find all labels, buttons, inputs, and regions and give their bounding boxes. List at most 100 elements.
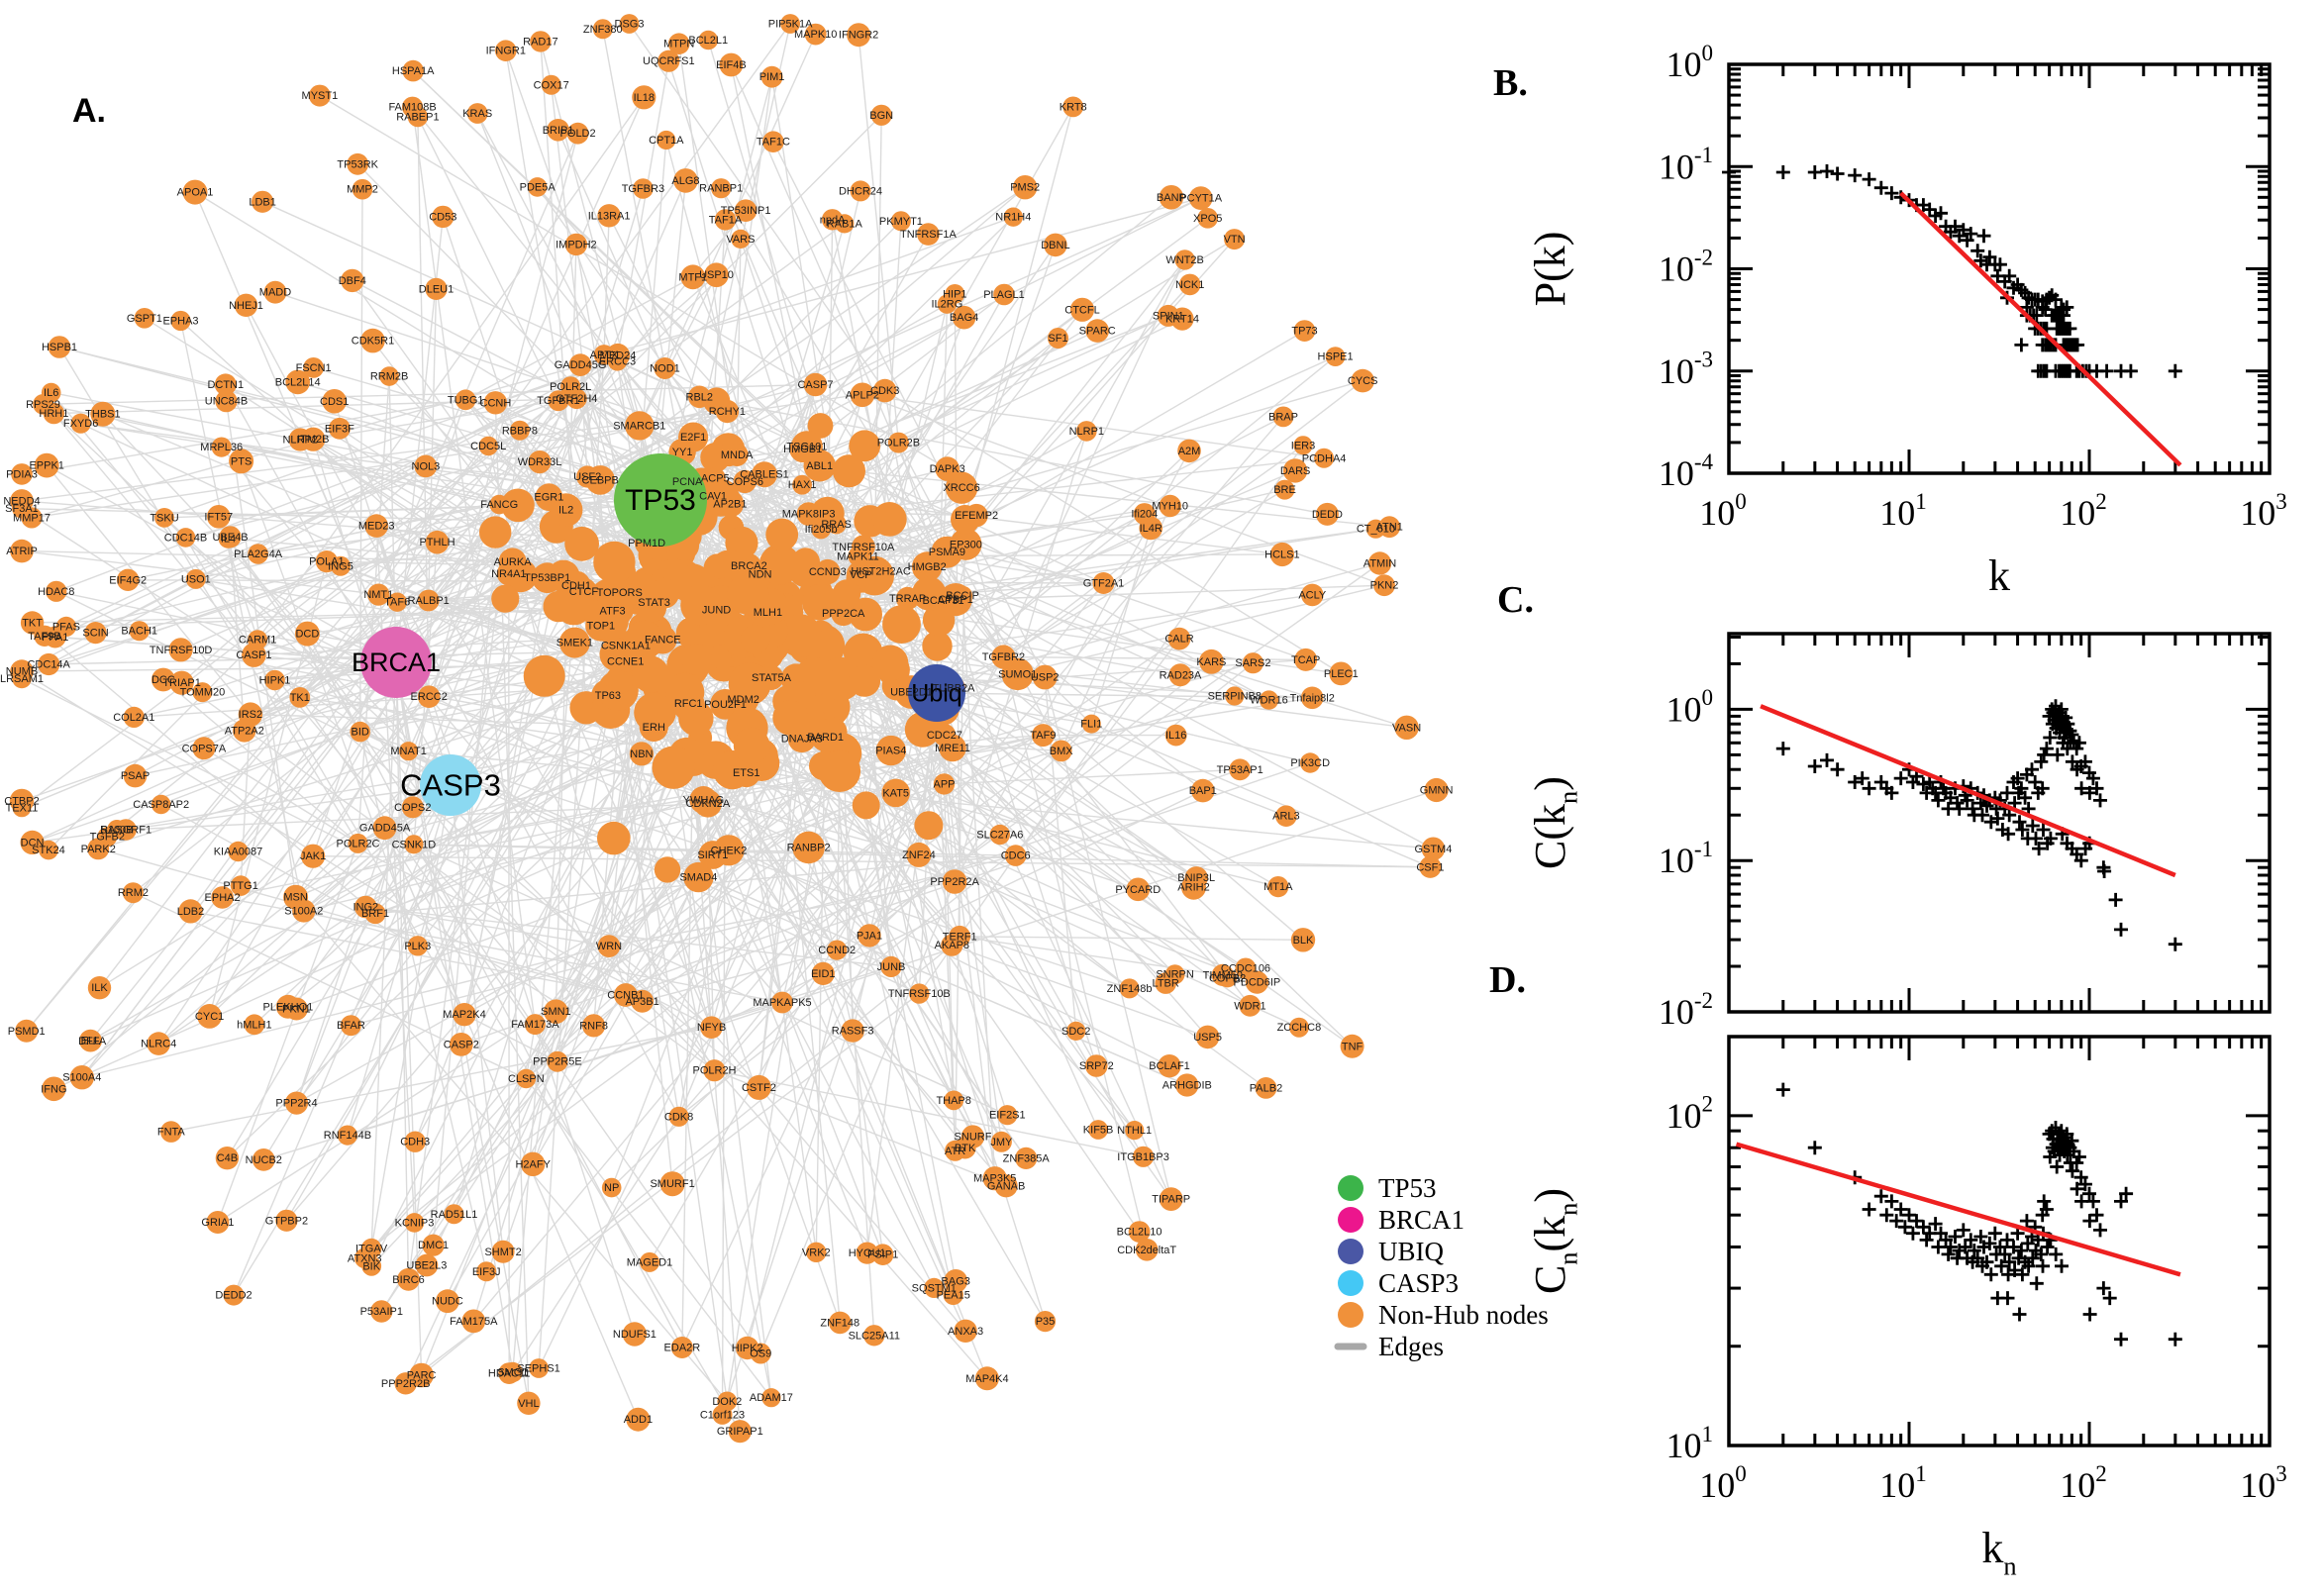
network-edge	[80, 423, 620, 681]
hub-edge	[21, 508, 452, 786]
network-node	[668, 1106, 689, 1127]
gene-label: SQSTM1	[912, 1282, 957, 1294]
network-node	[1003, 207, 1023, 227]
gene-label: CDS1	[320, 396, 349, 408]
gene-label: MAPK8IP3	[782, 509, 836, 521]
network-node	[622, 1322, 648, 1347]
gene-label: STK24	[32, 845, 65, 856]
gene-label: COPS6	[727, 476, 763, 488]
plot-frame	[1727, 632, 2272, 1014]
gene-label: ING5	[328, 560, 354, 572]
network-edge	[852, 1031, 884, 1255]
gene-label: ILK	[91, 982, 108, 994]
gene-label: ATR	[945, 1146, 965, 1157]
gene-label: TNFRSF10B	[888, 988, 951, 1000]
gene-label: DEDD	[1312, 509, 1343, 521]
network-node	[1419, 855, 1442, 878]
gene-label: APTX	[590, 349, 619, 361]
panel-a-label: A.	[72, 92, 106, 130]
network-node	[1269, 542, 1294, 567]
network-edge	[617, 60, 669, 356]
gene-label: WNT2B	[1165, 254, 1204, 266]
network-node	[1081, 714, 1101, 734]
network-node	[264, 669, 285, 691]
network-node	[1031, 724, 1055, 748]
network-node	[170, 310, 191, 332]
hub-node-ubiq	[908, 664, 965, 722]
network-node	[1159, 1187, 1183, 1211]
gene-label: RNF144B	[324, 1130, 371, 1142]
network-node	[275, 1209, 298, 1232]
network-edge	[313, 855, 1431, 868]
axis-ticks	[1727, 1037, 2272, 1447]
scatter-point	[1982, 249, 1997, 264]
gene-label: BRF1	[361, 908, 389, 920]
network-edge	[363, 1078, 527, 1259]
gene-label: HMGB2	[908, 561, 947, 573]
network-node	[585, 598, 629, 643]
gene-label: IRS2	[239, 709, 262, 721]
network-node	[1158, 1054, 1181, 1078]
gene-label: ITGAV	[355, 1244, 388, 1255]
gene-label: EID1	[811, 968, 835, 980]
gene-label: DCC	[152, 674, 175, 686]
gene-label: A2M	[1178, 446, 1201, 457]
scatter-point	[1990, 268, 2005, 283]
gene-label: DFFA	[78, 1036, 107, 1047]
gene-label: MYH10	[1152, 501, 1188, 513]
scatter-point	[2114, 1332, 2128, 1347]
network-node	[871, 1244, 894, 1265]
network-node	[530, 31, 552, 52]
network-node	[1012, 175, 1038, 200]
network-node	[917, 223, 940, 246]
gene-label: ZNF24	[902, 849, 936, 861]
legend-color-swatch	[1338, 1270, 1364, 1296]
network-node	[670, 1337, 693, 1358]
gene-label: CALR	[1164, 634, 1193, 646]
network-node	[364, 514, 389, 538]
network-node	[791, 548, 820, 576]
network-node	[568, 353, 592, 376]
scatter-point	[2085, 771, 2100, 786]
y-axis-title: Cn(kn)	[1526, 1188, 1582, 1294]
gene-label: SDC2	[1061, 1026, 1090, 1038]
network-node	[703, 1059, 726, 1082]
network-node	[1066, 1021, 1086, 1041]
network-node	[688, 385, 711, 409]
hub-edge	[347, 784, 452, 1136]
gene-label: IFNG	[41, 1083, 66, 1095]
network-node	[807, 413, 834, 439]
gene-label: COPS7A	[182, 743, 227, 754]
network-edge	[617, 274, 717, 362]
scatter-point	[1893, 771, 1908, 786]
gene-label: CDC6	[1001, 850, 1031, 862]
gene-label: BFAR	[337, 1020, 365, 1032]
gene-label: KCNIP3	[395, 1217, 435, 1229]
scatter-point	[2168, 363, 2182, 378]
network-node	[352, 178, 373, 200]
scatter-point	[1873, 180, 1888, 195]
scatter-point	[1973, 1230, 1988, 1244]
network-node	[1367, 551, 1392, 575]
gene-label: EIF4B	[716, 59, 747, 71]
network-edge	[603, 197, 1201, 356]
gene-label: RALBP1	[408, 595, 450, 607]
gene-label: PLEKHO1	[263, 1001, 314, 1013]
gene-label: PEA15	[937, 1289, 970, 1301]
network-edge	[772, 141, 966, 521]
network-edge	[712, 76, 773, 497]
network-node	[772, 700, 808, 736]
network-node	[528, 450, 552, 474]
network-edge	[813, 469, 1296, 677]
network-node	[168, 638, 193, 662]
network-edge	[884, 390, 1342, 674]
gene-label: PTS	[231, 455, 252, 467]
network-node	[175, 528, 196, 548]
network-node	[789, 436, 817, 463]
network-node	[417, 589, 440, 612]
network-node	[945, 471, 978, 504]
gene-label: RASGRF1	[100, 825, 152, 837]
legend-color-swatch	[1338, 1175, 1364, 1201]
axis-ticks	[1727, 62, 2272, 475]
network-node	[476, 1261, 497, 1282]
